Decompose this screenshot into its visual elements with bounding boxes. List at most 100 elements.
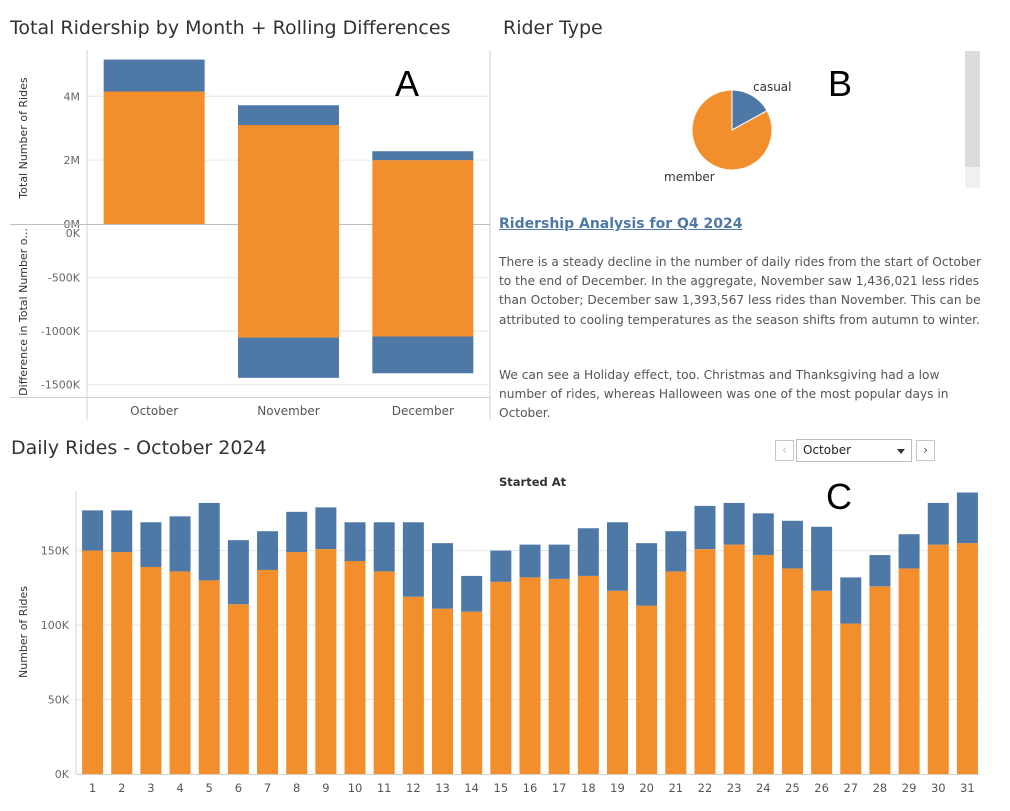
daily-bar-member [227,604,249,774]
daily-bar-member [286,552,308,774]
y-tick-label-bottom: -500K [48,272,81,285]
month-dropdown[interactable]: October [796,439,912,462]
daily-bar-casual [636,543,658,606]
x-tick-label-day: 30 [931,781,946,795]
bar-member-difference [372,224,474,337]
daily-bar-casual [548,544,570,579]
x-tick-label-day: 17 [552,781,567,795]
x-tick-label-day: 8 [293,781,300,795]
daily-bar-member [811,590,833,774]
y-tick-label-top: 2M [64,154,81,167]
pie-slice-casual [731,89,768,131]
daily-bar-member [956,543,978,774]
daily-bar-member [373,571,395,774]
daily-bar-casual [373,522,395,572]
x-tick-label-day: 22 [698,781,713,795]
y-tick-label-daily: 150K [41,545,70,558]
daily-bar-casual [315,507,337,550]
daily-bar-member [927,544,949,774]
x-tick-label-day: 12 [406,781,421,795]
daily-bar-member [490,581,512,774]
bar-member-difference [238,224,339,338]
x-tick-label-day: 14 [464,781,479,795]
daily-bar-casual [606,522,628,591]
bar-casual-total [372,151,474,161]
daily-bar-member [432,608,454,774]
x-tick-label-day: 20 [639,781,654,795]
x-tick-label-day: 19 [610,781,625,795]
y-axis-title-top: Total Number of Rides [17,77,30,199]
x-tick-label-day: 29 [902,781,917,795]
bar-casual-total [103,59,205,92]
daily-bar-casual [402,522,424,597]
x-tick-label-day: 18 [581,781,596,795]
daily-bar-member [169,571,191,774]
x-tick-label-day: 16 [523,781,538,795]
daily-bar-casual [490,550,512,582]
daily-bar-casual [723,502,745,545]
daily-bar-member [577,575,599,774]
daily-bar-member [694,549,716,774]
x-tick-label-day: 9 [322,781,329,795]
bar-member-total [238,125,339,224]
daily-bar-member [257,569,279,774]
daily-bar-member [111,552,133,774]
y-tick-label-bottom: -1500K [41,379,81,392]
x-tick-label-day: 4 [176,781,183,795]
daily-bar-member [519,577,541,774]
daily-bar-member [781,568,803,774]
x-tick-label-day: 13 [435,781,450,795]
y-axis-title-daily: Number of Rides [17,586,30,678]
daily-bar-casual [811,526,833,591]
daily-bar-member [898,568,920,774]
daily-bar-casual [169,516,191,572]
daily-bar-member [752,555,774,774]
x-tick-label-day: 2 [118,781,125,795]
y-tick-label-daily: 50K [48,694,70,707]
x-tick-label-day: 10 [348,781,363,795]
daily-bar-casual [956,492,978,544]
vertical-scrollbar[interactable] [965,51,980,188]
analysis-title-link[interactable]: Ridership Analysis for Q4 2024 [499,216,743,232]
x-tick-label-day: 21 [668,781,683,795]
x-tick-label: November [257,404,319,418]
daily-bar-member [606,590,628,774]
daily-bar-casual [781,520,803,569]
daily-bar-casual [869,555,891,587]
x-tick-label-day: 15 [494,781,509,795]
y-tick-label-bottom: -1000K [41,325,81,338]
y-axis-title-bottom: Difference in Total Number o... [17,228,30,396]
scrollbar-thumb[interactable] [965,51,980,167]
pie-label-member: member [664,170,715,184]
next-month-button[interactable]: › [916,440,935,461]
x-tick-label: October [130,404,178,418]
daily-bar-casual [840,577,862,624]
daily-bar-casual [111,510,133,553]
x-tick-label-day: 27 [843,781,858,795]
daily-bar-member [344,561,366,774]
daily-bar-member [636,605,658,774]
bar-casual-difference [238,337,339,378]
daily-bar-casual [257,531,279,570]
x-tick-label-day: 6 [235,781,242,795]
daily-bar-casual [665,531,687,572]
daily-bar-casual [286,511,308,553]
x-tick-label-day: 3 [147,781,154,795]
daily-bar-member [82,550,104,774]
y-tick-label-daily: 100K [41,619,70,632]
daily-bar-casual [752,513,774,556]
daily-bar-member [198,580,220,774]
daily-bar-casual [82,510,104,551]
x-tick-label: December [392,404,454,418]
daily-bar-casual [577,528,599,576]
bar-casual-difference [372,336,474,374]
daily-bar-casual [140,522,162,567]
y-tick-label-bottom: 0K [66,227,81,240]
daily-bar-member [723,544,745,774]
daily-bar-member [461,611,483,774]
previous-month-button[interactable]: ‹ [775,440,794,461]
daily-bar-member [665,571,687,774]
daily-bar-casual [198,502,220,581]
daily-bar-casual [694,505,716,550]
